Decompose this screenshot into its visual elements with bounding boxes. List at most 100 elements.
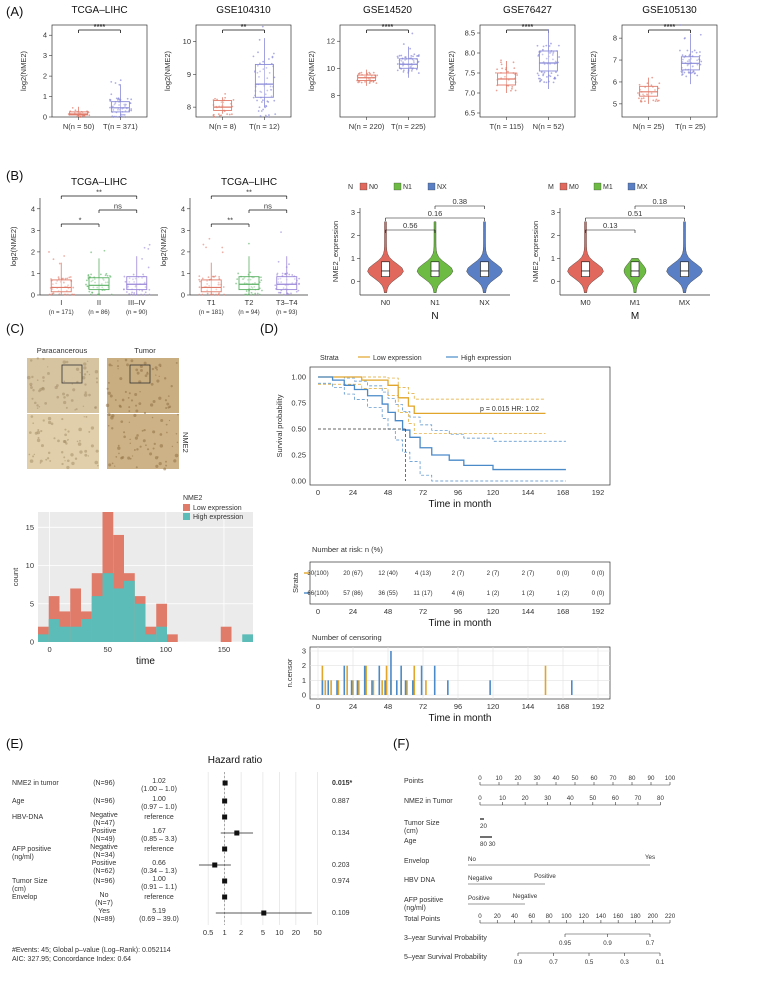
data-point	[652, 99, 655, 102]
data-point	[259, 70, 261, 73]
ihc-texture	[105, 403, 110, 408]
ihc-texture	[28, 431, 32, 434]
data-point	[277, 278, 280, 280]
ihc-texture	[50, 422, 54, 426]
ihc-texture	[84, 391, 87, 394]
forest-point	[222, 814, 228, 820]
data-point	[132, 278, 134, 281]
ihc-texture	[74, 457, 78, 460]
data-point	[109, 99, 112, 101]
data-point	[134, 277, 137, 280]
forest-point	[222, 894, 228, 900]
data-point	[376, 74, 379, 77]
data-point	[119, 79, 122, 82]
ihc-texture	[72, 388, 76, 392]
data-point	[217, 113, 220, 116]
nomogram-tick-label: 100	[561, 913, 572, 920]
ihc-texture	[135, 466, 138, 469]
y-tick-label: 3	[31, 226, 35, 235]
data-point	[679, 49, 681, 52]
data-point	[118, 83, 121, 86]
nomogram-tick-label: 160	[613, 913, 624, 920]
box	[238, 276, 260, 291]
x-tick-label: N(n = 50)	[63, 122, 95, 131]
data-point	[700, 60, 703, 63]
data-point	[657, 87, 660, 90]
ihc-texture	[74, 409, 76, 411]
data-point	[123, 288, 125, 291]
data-point	[58, 293, 61, 295]
forest-row-hr: 1.00	[152, 796, 166, 803]
x-tick-count: (n = 171)	[49, 309, 74, 316]
data-point	[51, 288, 54, 290]
data-point	[124, 103, 127, 106]
forest-row-name: NME2 in tumor	[12, 780, 59, 787]
y-tick-label: 1	[43, 92, 47, 101]
data-point	[686, 60, 689, 63]
data-point	[500, 63, 503, 66]
data-point	[74, 109, 77, 112]
ihc-texture	[117, 368, 119, 370]
data-point	[252, 55, 255, 58]
nomogram-tick-label: 60	[612, 795, 619, 802]
data-point	[514, 89, 517, 92]
data-point	[686, 49, 689, 52]
risk-low-cell: 20 (67)	[343, 570, 363, 577]
data-point	[69, 276, 72, 278]
data-point	[650, 84, 653, 87]
ihc-texture	[106, 387, 109, 390]
ihc-texture	[167, 395, 170, 397]
ihc-texture	[37, 436, 40, 439]
ihc-image	[107, 414, 179, 469]
data-point	[132, 273, 135, 276]
ihc-texture	[53, 437, 56, 440]
nomogram-tick-label: 90	[648, 775, 655, 782]
data-point	[56, 280, 59, 282]
ihc-texture	[158, 375, 160, 378]
x-tick-label: 72	[419, 488, 427, 497]
data-point	[516, 74, 519, 76]
data-point	[55, 282, 58, 285]
data-point	[400, 54, 403, 57]
censor-y-tick-label: 3	[302, 647, 306, 656]
ihc-texture	[138, 380, 142, 384]
data-point	[230, 113, 233, 116]
data-point	[102, 279, 105, 281]
data-point	[148, 288, 151, 291]
data-point	[685, 75, 688, 78]
nomogram-tick-label: 20	[494, 913, 501, 920]
data-point	[267, 58, 270, 60]
ihc-texture	[143, 361, 147, 365]
forest-x-tick-label: 5	[261, 928, 265, 937]
km-ci-low-upper	[318, 376, 546, 400]
km-ci-high-upper	[318, 376, 566, 442]
forest-point	[222, 846, 228, 852]
ihc-texture	[64, 428, 67, 431]
sig-label: **	[241, 22, 247, 31]
ihc-texture	[36, 407, 39, 409]
data-point	[243, 282, 246, 284]
data-point	[413, 53, 416, 56]
panel-label-a: (A)	[6, 4, 23, 19]
data-point	[106, 281, 109, 284]
forest-point	[212, 862, 218, 868]
censor-x-tick-label: 72	[419, 702, 427, 711]
data-point	[133, 293, 135, 296]
data-point	[71, 106, 74, 109]
data-point	[550, 42, 552, 45]
data-point	[249, 278, 252, 281]
risk-low-cell: 2 (7)	[487, 570, 500, 577]
ihc-texture	[39, 387, 43, 391]
risk-x-tick-label: 192	[592, 607, 605, 616]
box	[538, 50, 558, 72]
ihc-texture	[138, 402, 142, 405]
ihc-texture	[83, 366, 87, 370]
ihc-texture	[134, 392, 138, 396]
data-point	[277, 260, 280, 263]
forest-x-tick-label: 0.5	[203, 928, 213, 937]
data-point	[545, 44, 548, 47]
data-point	[90, 280, 93, 283]
data-point	[268, 116, 271, 118]
data-point	[495, 89, 498, 92]
nomogram-row-name2: (cm)	[404, 828, 418, 835]
